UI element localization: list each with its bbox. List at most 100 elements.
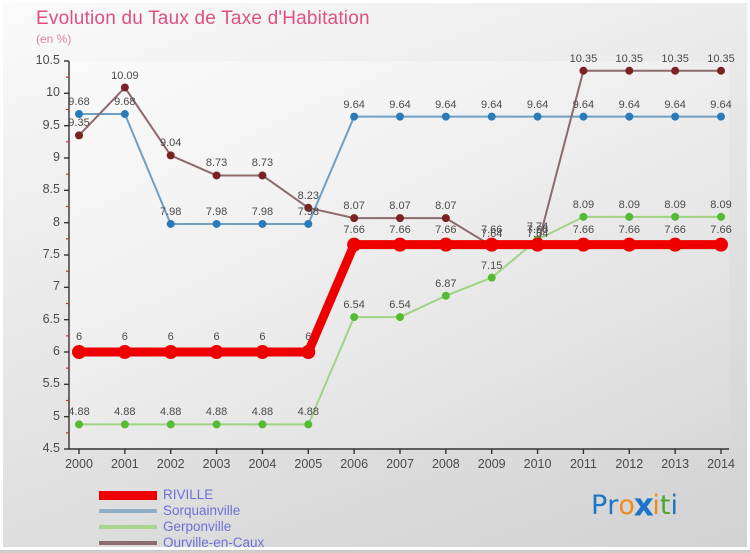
data-point-label: 9.68 xyxy=(114,96,136,109)
legend-swatch xyxy=(99,525,157,529)
chart-subtitle: (en %) xyxy=(36,32,72,46)
x-axis-tick-label: 2014 xyxy=(707,457,735,471)
data-point-label: 6 xyxy=(167,331,174,343)
data-point-label: 7.66 xyxy=(343,223,365,236)
data-point-label: 7.74 xyxy=(526,221,549,234)
page-title: Evolution du Taux de Taxe d'Habitation xyxy=(36,8,370,29)
data-point-label: 9.68 xyxy=(68,96,90,109)
data-point-label: 7.98 xyxy=(297,205,319,218)
data-point-label: 8.07 xyxy=(389,200,411,213)
x-axis-tick-label: 2002 xyxy=(156,457,185,471)
data-point-label: 10.09 xyxy=(111,69,139,82)
legend-swatch xyxy=(99,541,157,545)
data-point-label: 7.66 xyxy=(435,223,457,236)
data-point-label: 4.88 xyxy=(68,406,90,419)
x-axis-tick-label: 2011 xyxy=(569,457,597,471)
data-point-label: 8.73 xyxy=(205,157,228,170)
data-point-label: 9.64 xyxy=(480,98,503,111)
data-point-label: 9.64 xyxy=(572,98,595,111)
x-axis-tick-label: 2010 xyxy=(523,457,552,471)
logo-letter-x: x xyxy=(633,487,654,524)
x-axis-tick-label: 2009 xyxy=(477,457,506,471)
data-point-label: 6 xyxy=(75,331,83,343)
y-axis-tick-label: 10.5 xyxy=(35,53,60,67)
logo-letter-i2: i xyxy=(670,490,678,521)
y-axis-tick-label: 9.5 xyxy=(42,117,60,132)
y-axis-tick-label: 7 xyxy=(53,279,60,294)
logo-letter-r: r xyxy=(607,490,619,521)
legend-item-gerponville[interactable]: Gerponville xyxy=(99,519,264,535)
legend-item-ourville-en-caux[interactable]: Ourville-en-Caux xyxy=(99,535,264,551)
data-point-label: 6.54 xyxy=(343,299,365,312)
x-axis-tick-label: 2000 xyxy=(65,457,93,471)
data-point-label: 9.64 xyxy=(343,98,365,111)
data-point-label: 8.73 xyxy=(251,157,274,170)
data-point-label: 10.35 xyxy=(615,52,644,65)
data-point-label: 7.15 xyxy=(480,259,503,272)
chart-legend: RIVILLE Sorquainville Gerponville Ourville-… xyxy=(99,487,264,551)
y-axis-tick-label: 10 xyxy=(46,85,60,100)
y-axis-tick-label: 5.5 xyxy=(42,376,60,391)
data-point-label: 7.98 xyxy=(205,205,228,218)
x-axis-tick-label: 2004 xyxy=(248,457,277,471)
data-point-label: 8.07 xyxy=(343,200,365,213)
logo-letter-p: P xyxy=(591,490,608,521)
data-point-label: 4.88 xyxy=(297,406,319,419)
data-point-label: 6 xyxy=(259,331,266,343)
data-point-label: 9.64 xyxy=(389,98,411,111)
data-point-label: 7.66 xyxy=(664,223,686,236)
data-point-label: 4.88 xyxy=(114,406,136,419)
x-axis-tick-label: 2012 xyxy=(615,457,644,471)
x-axis-tick-label: 2003 xyxy=(202,457,231,471)
data-point-label: 9.64 xyxy=(618,98,640,111)
data-point-label: 4.88 xyxy=(251,406,274,419)
legend-swatch xyxy=(99,490,157,500)
data-point-label: 9.64 xyxy=(526,98,549,111)
data-point-label: 8.23 xyxy=(297,189,319,202)
data-point-label: 4.88 xyxy=(205,406,228,419)
data-point-label: 7.66 xyxy=(389,223,411,236)
data-point-label: 10.35 xyxy=(569,52,598,65)
y-axis-tick-label: 4.5 xyxy=(42,441,60,455)
data-point-label: 6.87 xyxy=(435,277,457,290)
y-axis-tick-label: 9 xyxy=(53,150,60,164)
x-axis-tick-label: 2005 xyxy=(294,457,323,471)
data-point-label: 7.98 xyxy=(251,205,274,218)
legend-label: Gerponville xyxy=(163,519,232,534)
data-point-label: 8.09 xyxy=(618,198,640,211)
data-point-label: 7.66 xyxy=(618,223,640,236)
x-axis-tick-label: 2001 xyxy=(110,457,139,471)
data-point-label: 9.64 xyxy=(710,98,732,111)
proxiti-logo: Proxiti xyxy=(591,487,678,524)
data-point-label: 6.54 xyxy=(389,299,411,312)
data-point-label: 8.09 xyxy=(710,198,732,211)
logo-letter-t: t xyxy=(659,490,671,521)
data-point-label: 6 xyxy=(121,331,128,343)
data-point-label: 9.04 xyxy=(159,137,182,150)
data-point-label: 9.35 xyxy=(68,117,90,130)
logo-letter-i1: i xyxy=(652,490,660,521)
data-point-label: 10.35 xyxy=(661,52,689,65)
data-point-label: 7.64 xyxy=(526,227,549,240)
data-point-label: 7.66 xyxy=(572,223,595,236)
data-point-label: 7.98 xyxy=(159,205,182,218)
data-point-label: 8.09 xyxy=(664,198,686,211)
data-point-label: 7.66 xyxy=(480,223,503,236)
logo-letter-o: o xyxy=(618,490,635,521)
x-axis-tick-label: 2006 xyxy=(340,457,369,471)
legend-label: Sorquainville xyxy=(163,503,241,518)
legend-swatch xyxy=(99,509,157,513)
x-axis-tick-label: 2007 xyxy=(386,457,414,471)
legend-item-sorquainville[interactable]: Sorquainville xyxy=(99,503,264,519)
legend-label: RIVILLE xyxy=(163,487,214,502)
y-axis-tick-label: 6.5 xyxy=(42,311,60,326)
data-point-label: 7.66 xyxy=(710,223,732,236)
data-point-label: 6 xyxy=(213,331,220,343)
plot-area xyxy=(69,61,729,449)
data-point-label: 9.64 xyxy=(664,98,686,111)
data-point-label: 7.66 xyxy=(526,223,549,236)
data-point-label: 9.64 xyxy=(435,98,457,111)
legend-item-riville[interactable]: RIVILLE xyxy=(99,487,264,503)
data-point-label: 4.88 xyxy=(159,406,182,419)
